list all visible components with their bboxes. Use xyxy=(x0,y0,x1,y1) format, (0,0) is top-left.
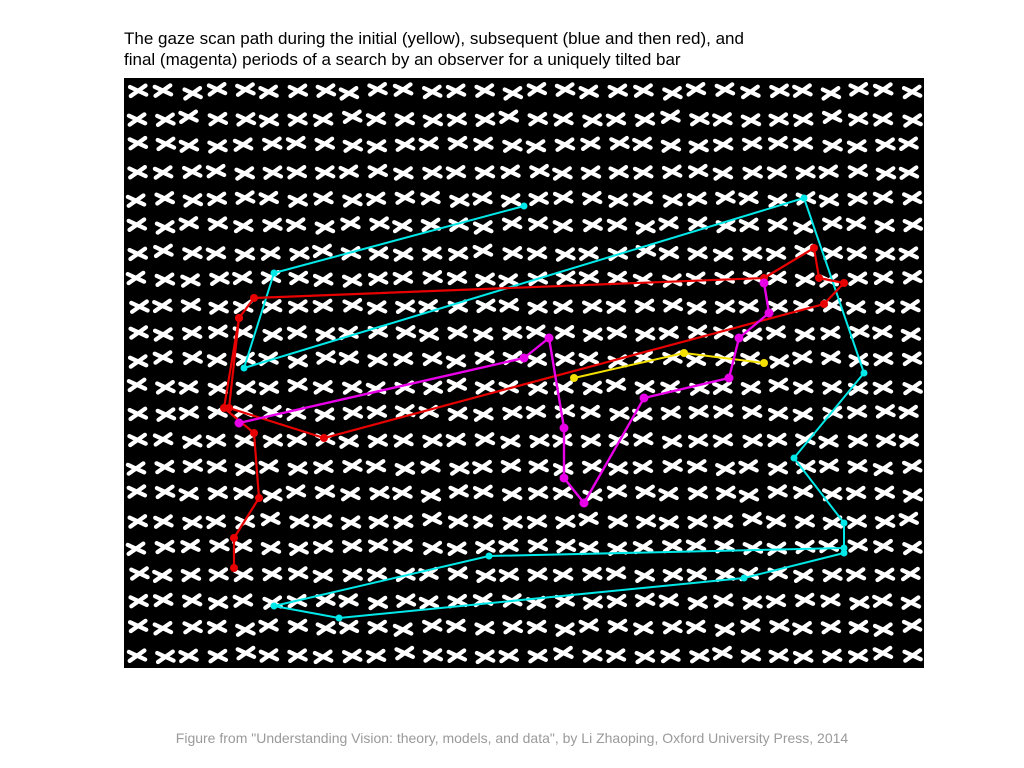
title-line-1: The gaze scan path during the initial (y… xyxy=(124,29,744,48)
figure-background xyxy=(124,78,924,668)
title-line-2: final (magenta) periods of a search by a… xyxy=(124,50,681,69)
figure-citation: Figure from "Understanding Vision: theor… xyxy=(0,730,1024,746)
figure-title: The gaze scan path during the initial (y… xyxy=(124,28,904,71)
page: The gaze scan path during the initial (y… xyxy=(0,0,1024,768)
gaze-scan-figure xyxy=(124,78,924,668)
